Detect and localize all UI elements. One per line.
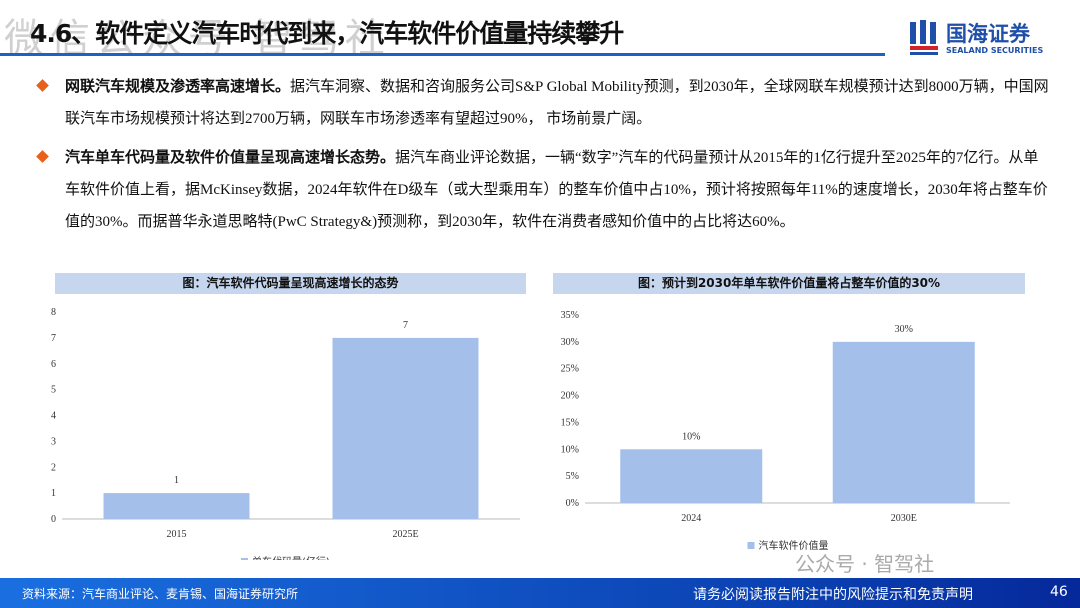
y-tick-label: 0 xyxy=(51,514,56,525)
bar xyxy=(620,449,763,503)
data-label: 1 xyxy=(174,475,179,486)
y-tick-label: 35% xyxy=(561,310,579,321)
bullet-text: 据汽车洞察、数据和咨询服务公司S&P Global Mobility预测，到20… xyxy=(65,79,1049,127)
bullet-heading: 网联汽车规模及渗透率高速增长。 xyxy=(65,77,291,95)
y-tick-label: 4 xyxy=(51,411,56,422)
x-tick-label: 2030E xyxy=(891,513,917,524)
bar xyxy=(103,493,250,519)
data-label: 30% xyxy=(895,324,913,335)
bullet-text: 据汽车商业评论数据，一辆“数字”汽车的代码量预计从2015年的1亿行提升至202… xyxy=(65,150,1048,230)
title-divider xyxy=(0,53,885,56)
y-tick-label: 30% xyxy=(561,337,579,348)
x-tick-label: 2024 xyxy=(681,513,701,524)
y-tick-label: 5% xyxy=(566,471,579,482)
chart-1: 0 1 2 3 4 5 6 7 8 1 2015 7 2025E 单车代码量(亿行) xyxy=(51,307,520,560)
wechat-watermark: 公众号 · 智驾社 xyxy=(795,552,935,576)
y-tick-label: 20% xyxy=(561,391,579,402)
legend-swatch xyxy=(747,542,755,549)
chart-2: 0% 5% 10% 15% 20% 25% 30% 35% 10% 2024 30% 2030E 汽车软… xyxy=(561,310,1010,552)
y-tick-label: 15% xyxy=(561,417,579,428)
y-tick-label: 7 xyxy=(51,333,56,344)
y-tick-label: 5 xyxy=(51,385,56,396)
page-number: 46 xyxy=(1050,584,1068,600)
y-tick-label: 25% xyxy=(561,364,579,375)
bar xyxy=(332,337,479,519)
y-tick-label: 10% xyxy=(561,444,579,455)
source-note: 资料来源：汽车商业评论、麦肯锡、国海证券研究所 xyxy=(22,587,299,601)
logo-mark-icon xyxy=(910,20,938,55)
y-tick-label: 8 xyxy=(51,307,56,318)
chart-1-title: 图：汽车软件代码量呈现高速增长的态势 xyxy=(55,273,526,294)
bar xyxy=(832,341,975,503)
logo-text-cn: 国海证券 xyxy=(946,22,1030,46)
footer: 资料来源：汽车商业评论、麦肯锡、国海证券研究所 请务必阅读报告附注中的风险提示和… xyxy=(0,578,1080,608)
y-tick-label: 0% xyxy=(566,498,579,509)
data-label: 7 xyxy=(403,320,408,331)
legend-label: 单车代码量(亿行) xyxy=(252,555,330,560)
y-tick-label: 1 xyxy=(51,488,56,499)
disclaimer: 请务必阅读报告附注中的风险提示和免责声明 xyxy=(693,587,973,603)
legend-swatch xyxy=(241,558,248,560)
bullet-heading: 汽车单车代码量及软件价值量呈现高速增长态势。 xyxy=(65,148,396,166)
bullet-2: 汽车单车代码量及软件价值量呈现高速增长态势。据汽车商业评论数据，一辆“数字”汽车… xyxy=(36,141,1050,238)
y-tick-label: 6 xyxy=(51,359,56,370)
page-title: 4.6、软件定义汽车时代到来，汽车软件价值量持续攀升 xyxy=(30,19,624,48)
y-tick-label: 2 xyxy=(51,462,56,473)
logo: 国海证券 SEALAND SECURITIES xyxy=(908,18,1058,60)
y-tick-label: 3 xyxy=(51,436,56,447)
legend-label: 汽车软件价值量 xyxy=(759,539,829,552)
data-label: 10% xyxy=(682,431,700,442)
bullet-1: 网联汽车规模及渗透率高速增长。据汽车洞察、数据和咨询服务公司S&P Global… xyxy=(36,70,1050,135)
x-tick-label: 2025E xyxy=(392,529,418,540)
chart-2-title: 图：预计到2030年单车软件价值量将占整车价值的30% xyxy=(553,273,1025,294)
x-tick-label: 2015 xyxy=(167,529,187,540)
logo-text-en: SEALAND SECURITIES xyxy=(946,46,1044,55)
